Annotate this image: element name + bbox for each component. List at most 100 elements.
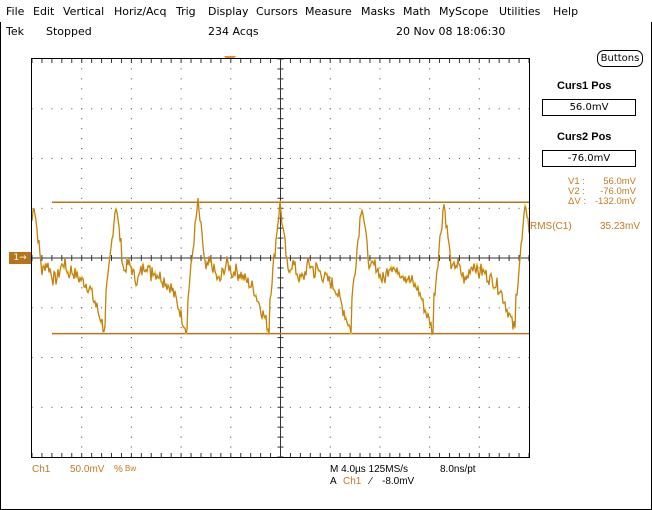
grid-dot	[429, 327, 431, 329]
menu-measure[interactable]: Measure	[305, 5, 352, 18]
grid-dot	[508, 356, 510, 359]
menu-myscope[interactable]: MyScope	[439, 5, 489, 18]
grid-dot	[329, 297, 331, 299]
grid-dot	[329, 247, 331, 249]
curs1-pos-field[interactable]: 56.0mV	[542, 99, 636, 116]
menu-edit[interactable]: Edit	[33, 5, 55, 18]
menu-cursors[interactable]: Cursors	[256, 5, 298, 18]
grid-dot	[478, 227, 480, 229]
grid-dot	[329, 386, 331, 388]
menu-masks[interactable]: Masks	[361, 5, 396, 18]
grid-dot	[429, 406, 431, 408]
grid-dot	[528, 157, 530, 160]
grid-dot	[429, 118, 431, 120]
grid-dot	[51, 356, 53, 359]
grid-dot	[478, 406, 480, 408]
grid-dot	[180, 88, 182, 90]
grid-dot	[81, 217, 83, 219]
bandwidth-label: Bw	[125, 464, 137, 473]
grid-dot	[458, 307, 460, 309]
grid-dot	[81, 138, 83, 140]
channel1-ground-marker[interactable]: 1→	[9, 252, 31, 264]
grid-dot	[289, 356, 291, 359]
grid-dot	[210, 406, 212, 408]
grid-dot	[81, 247, 83, 249]
menu-math[interactable]: Math	[403, 5, 431, 18]
grid-dot	[329, 108, 331, 110]
grid-dot	[81, 366, 83, 368]
timebase-readout[interactable]: M 4.0µs 125MS/s	[330, 464, 409, 475]
grid-dot	[180, 366, 182, 368]
menu-help[interactable]: Help	[553, 5, 579, 18]
grid-dot	[379, 297, 381, 299]
grid-dot	[478, 366, 480, 368]
channel-label[interactable]: Ch1	[32, 464, 51, 475]
grid-dot	[498, 356, 500, 359]
grid-dot	[429, 197, 431, 199]
trigger-level[interactable]: -8.0mV	[382, 476, 415, 487]
trigger-channel[interactable]: Ch1	[343, 476, 362, 487]
grid-dot	[429, 376, 431, 378]
v2-value: -76.0mV	[600, 186, 636, 197]
grid-dot	[508, 108, 510, 110]
grid-dot	[140, 108, 142, 110]
grid-dot	[488, 307, 490, 309]
grid-dot	[299, 108, 301, 110]
grid-dot	[409, 307, 411, 309]
menu-display[interactable]: Display	[208, 5, 249, 18]
grid-dot	[180, 187, 182, 189]
grid-dot	[81, 167, 83, 170]
grid-dot	[349, 307, 351, 309]
grid-dot	[51, 157, 53, 160]
grid-dot	[130, 217, 132, 219]
grid-dot	[170, 356, 172, 359]
grid-dot	[31, 356, 33, 359]
grid-dot	[180, 416, 182, 418]
grid-dot	[81, 317, 83, 319]
grid-dot	[230, 426, 232, 428]
grid-dot	[478, 78, 480, 80]
menu-utilities[interactable]: Utilities	[499, 5, 541, 18]
menu-horiz-acq[interactable]: Horiz/Acq	[114, 5, 167, 18]
grid-dot	[101, 207, 103, 209]
buttons-button[interactable]: Buttons	[597, 50, 643, 67]
grid-dot	[31, 157, 33, 160]
grid-dot	[319, 307, 321, 309]
grid-dot	[329, 187, 331, 189]
grid-dot	[329, 337, 331, 339]
menu-bar: File Edit Vertical Horiz/Acq Trig Displa…	[0, 0, 652, 22]
v1-value: 56.0mV	[603, 176, 636, 187]
grid-dot	[160, 157, 162, 160]
grid-dot	[130, 426, 132, 428]
grid-dot	[101, 307, 103, 309]
grid-dot	[389, 108, 391, 110]
grid-dot	[399, 207, 401, 209]
grid-dot	[458, 207, 460, 209]
menu-file[interactable]: File	[6, 5, 25, 18]
grid-dot	[518, 157, 520, 160]
curs2-pos-field[interactable]: -76.0mV	[542, 150, 636, 167]
grid-dot	[200, 157, 202, 160]
grid-dot	[81, 376, 83, 378]
grid-dot	[130, 78, 132, 80]
grid-dot	[180, 157, 182, 160]
grid-dot	[309, 207, 311, 209]
grid-dot	[230, 88, 232, 90]
menu-trig[interactable]: Trig	[176, 5, 196, 18]
grid-dot	[71, 108, 73, 110]
grid-dot	[230, 108, 232, 110]
grid-dot	[230, 317, 232, 319]
grid-dot	[180, 78, 182, 80]
grid-dot	[130, 376, 132, 378]
grid-dot	[429, 68, 431, 70]
menu-vertical[interactable]: Vertical	[63, 5, 105, 18]
channel-scale[interactable]: 50.0mV	[70, 464, 105, 475]
grid-dot	[409, 356, 411, 359]
grid-dot	[379, 287, 381, 289]
grid-dot	[379, 207, 381, 209]
grid-dot	[160, 207, 162, 209]
grid-dot	[379, 128, 381, 130]
grid-dot	[160, 307, 162, 309]
grid-dot	[498, 307, 500, 309]
grid-dot	[448, 108, 451, 110]
